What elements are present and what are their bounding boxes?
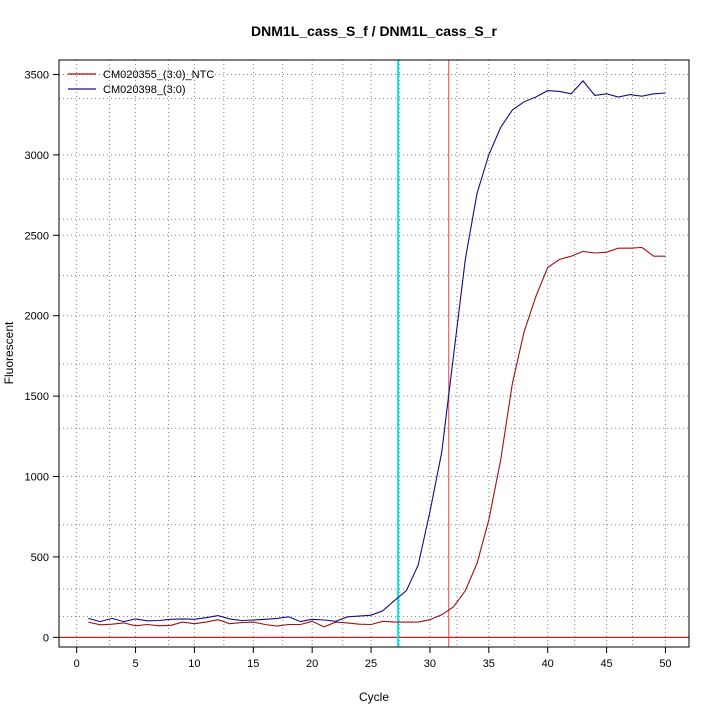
x-tick-label: 15	[247, 658, 259, 670]
x-tick-label: 5	[132, 658, 138, 670]
y-tick-label: 3500	[25, 69, 49, 81]
series-line	[88, 246, 666, 628]
x-tick-label: 25	[365, 658, 377, 670]
legend-label: CM020398_(3:0)	[103, 84, 186, 96]
plot-frame	[58, 59, 690, 648]
y-tick-label: 2500	[25, 230, 49, 242]
axes: 0 5 10 15 20 25 30 35 40 45 5005001000150020002500…	[25, 69, 672, 670]
x-tick-label: 40	[542, 658, 554, 670]
y-tick-label: 500	[31, 552, 49, 564]
y-tick-label: 1500	[25, 391, 49, 403]
x-tick-label: 0	[74, 658, 80, 670]
x-tick-label: 35	[483, 658, 495, 670]
x-axis-title: Cycle	[359, 690, 389, 704]
y-axis-title: Fluorescent	[2, 321, 16, 384]
y-tick-label: 3000	[25, 150, 49, 162]
x-tick-label: 20	[306, 658, 318, 670]
reference-lines	[59, 60, 689, 647]
x-tick-label: 10	[188, 658, 200, 670]
x-tick-label: 30	[424, 658, 436, 670]
legend-label: CM020355_(3:0)_NTC	[103, 69, 214, 81]
grid-layer	[59, 60, 689, 647]
legend: CM020355_(3:0)_NTC CM020398_(3:0)	[68, 69, 214, 96]
x-tick-label: 45	[600, 658, 612, 670]
chart-title: DNM1L_cass_S_f / DNM1L_cass_S_r	[251, 23, 497, 39]
series-layer	[88, 80, 666, 628]
y-tick-label: 2000	[25, 311, 49, 323]
series-line	[88, 80, 666, 623]
y-tick-label: 1000	[25, 472, 49, 484]
y-tick-label: 0	[43, 632, 49, 644]
x-tick-label: 50	[659, 658, 671, 670]
